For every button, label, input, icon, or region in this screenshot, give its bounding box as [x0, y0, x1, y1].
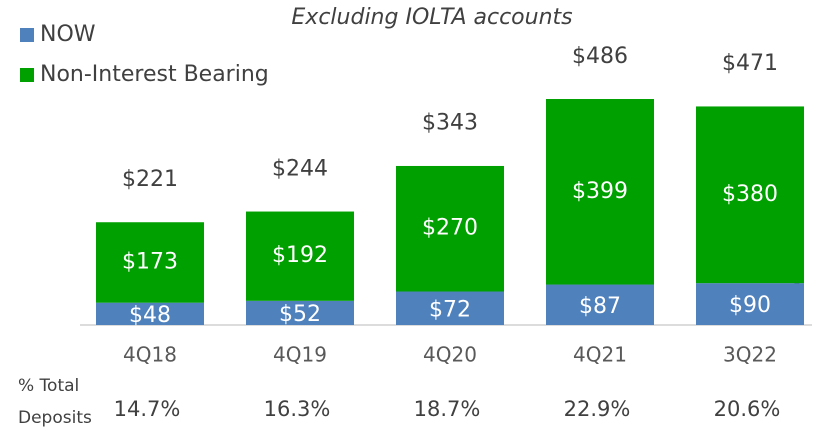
x-tick-label: 4Q19 [273, 343, 327, 367]
legend-swatch [20, 28, 34, 42]
row-value: 20.6% [714, 397, 781, 421]
x-tick-label: 4Q20 [423, 343, 477, 367]
x-tick-label: 4Q21 [573, 343, 627, 367]
bar-segment [96, 302, 204, 325]
row-value: 22.9% [564, 397, 631, 421]
bar-segment [246, 300, 354, 325]
bar-segment [396, 165, 504, 292]
x-tick-label: 4Q18 [123, 343, 177, 367]
chart-title: Excluding IOLTA accounts [291, 5, 572, 30]
total-label: $486 [572, 44, 628, 69]
row-label: Deposits [18, 408, 92, 428]
segment-label: $173 [122, 249, 178, 274]
segment-label: $399 [572, 179, 628, 204]
segment-label: $87 [579, 294, 621, 319]
legend-swatch [20, 68, 34, 82]
bar-segment [696, 283, 804, 325]
segment-label: $72 [429, 297, 471, 322]
segment-label: $380 [722, 182, 778, 207]
total-label: $244 [272, 157, 328, 182]
bar-segment [396, 291, 504, 325]
segment-label: $192 [272, 243, 328, 268]
x-tick-label: 3Q22 [723, 343, 777, 367]
bar-segment [696, 106, 804, 284]
total-label: $221 [122, 167, 178, 192]
legend-label: Non-Interest Bearing [40, 62, 269, 87]
legend-label: NOW [40, 22, 96, 47]
segment-label: $52 [279, 302, 321, 327]
bar-segment [546, 284, 654, 325]
bar-segment [96, 222, 204, 303]
row-value: 14.7% [114, 397, 181, 421]
segment-label: $90 [729, 293, 771, 318]
row-value: 18.7% [414, 397, 481, 421]
segment-label: $48 [129, 303, 171, 328]
bar-segment [546, 99, 654, 285]
total-label: $343 [422, 111, 478, 136]
row-label: % Total [18, 376, 79, 396]
total-label: $471 [722, 51, 778, 76]
bar-segment [246, 211, 354, 301]
segment-label: $270 [422, 216, 478, 241]
row-value: 16.3% [264, 397, 331, 421]
